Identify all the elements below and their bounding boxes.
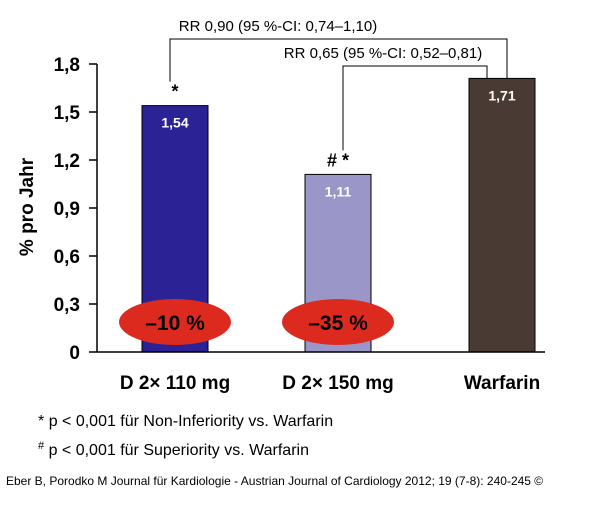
footnote-superiority: # p < 0,001 für Superiority vs. Warfarin <box>38 440 309 460</box>
y-tick-label: 0 <box>69 343 80 364</box>
value-label: 1,54 <box>161 115 188 131</box>
y-axis-label: % pro Jahr <box>17 157 38 256</box>
y-tick-label: 0,6 <box>54 247 80 268</box>
reduction-badge <box>282 299 394 345</box>
value-label: 1,11 <box>325 183 352 199</box>
significance-mark: # * <box>327 150 349 170</box>
y-axis-ticks: 0 0,3 0,6 0,9 1,2 1,5 1,8 <box>54 55 97 364</box>
footnote-symbol: * <box>38 413 45 430</box>
category-label: D 2× 110 mg <box>120 373 230 394</box>
bars: 1,54 D 2× 110 mg * –10 % 1,11 D 2× 150 mg # * –… <box>119 77 540 394</box>
y-tick-label: 1,5 <box>54 103 81 124</box>
comparison-label: RR 0,65 (95 %-CI: 0,52–0,81) <box>284 45 482 62</box>
category-label: Warfarin <box>464 373 540 394</box>
comparison-label: RR 0,90 (95 %-CI: 0,74–1,10) <box>179 18 377 35</box>
bar-chart: % pro Jahr 0 0,3 0,6 0,9 1,2 1,5 1,8 1,54 D 2× … <box>17 18 545 394</box>
comparison-brackets: RR 0,90 (95 %-CI: 0,74–1,10) RR 0,65 (95 … <box>169 18 508 151</box>
reduction-label: –35 % <box>308 312 368 335</box>
value-label: 1,71 <box>488 87 515 103</box>
reduction-badge <box>119 299 231 345</box>
source-citation: Eber B, Porodko M Journal für Kardiologi… <box>6 474 544 488</box>
footnote-non-inferiority: * p < 0,001 für Non-Inferiority vs. Warf… <box>38 413 333 431</box>
y-tick-label: 0,3 <box>54 295 80 316</box>
reduction-label: –10 % <box>145 312 205 335</box>
bar <box>468 77 536 353</box>
significance-mark: * <box>171 82 178 102</box>
y-tick-label: 1,8 <box>54 55 80 76</box>
category-label: D 2× 150 mg <box>282 373 393 394</box>
footnote-symbol: # <box>38 440 45 452</box>
y-tick-label: 1,2 <box>54 151 80 172</box>
footnote-text: p < 0,001 für Superiority vs. Warfarin <box>48 442 309 459</box>
comparison-bracket <box>342 65 488 151</box>
y-tick-label: 0,9 <box>54 199 80 220</box>
footnote-text: p < 0,001 für Non-Inferiority vs. Warfar… <box>48 413 334 430</box>
comparison-bracket <box>169 38 508 82</box>
